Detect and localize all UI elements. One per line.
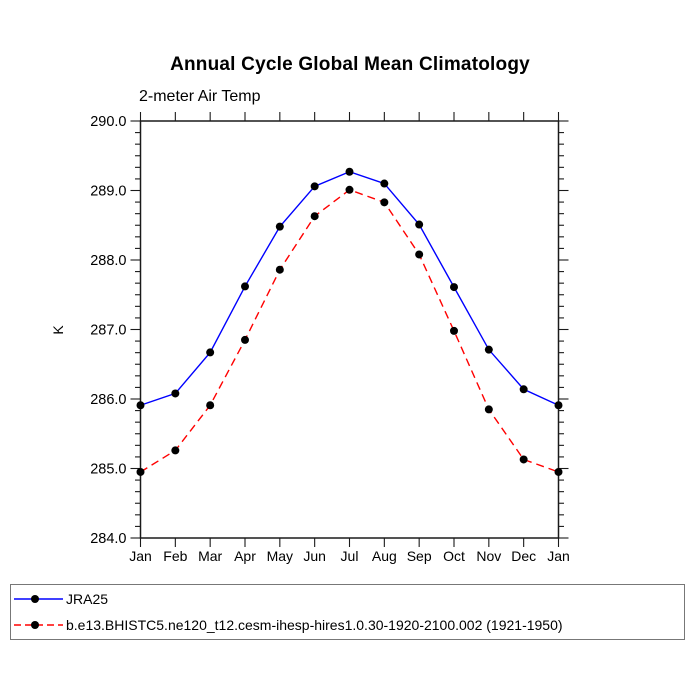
data-point-marker — [345, 167, 354, 176]
data-point-marker — [206, 401, 215, 410]
x-tick-label: Oct — [443, 548, 465, 564]
x-tick-label: Apr — [234, 548, 256, 564]
data-point-marker — [206, 348, 215, 357]
legend-marker-dot — [31, 594, 39, 603]
x-tick-label: Aug — [372, 548, 397, 564]
data-point-marker — [345, 185, 354, 194]
legend-line-swatch-solid — [14, 594, 63, 603]
series-line-jra25 — [140, 170, 559, 406]
y-tick-label: 290.0 — [90, 114, 126, 130]
data-point-marker — [310, 212, 319, 221]
x-tick-label: Jan — [547, 548, 570, 564]
x-tick-label: Dec — [511, 548, 536, 564]
data-point-marker — [136, 401, 145, 410]
series-line-model — [140, 189, 559, 473]
y-tick-label: 285.0 — [90, 462, 126, 478]
data-point-marker — [241, 282, 249, 291]
data-point-marker — [484, 405, 493, 414]
x-tick-label: Sep — [407, 548, 432, 564]
data-point-marker — [554, 467, 563, 476]
data-point-marker — [275, 265, 284, 274]
legend-label: JRA25 — [66, 590, 109, 607]
data-point-marker — [241, 335, 249, 344]
data-point-marker — [380, 179, 389, 188]
y-tick-label: 286.0 — [90, 392, 126, 408]
x-tick-label: Jun — [303, 548, 326, 564]
legend-marker-dot — [31, 621, 39, 630]
data-point-marker — [171, 389, 180, 398]
x-tick-label: Jul — [341, 548, 359, 564]
data-point-marker — [275, 222, 284, 231]
x-tick-label: Jan — [129, 548, 152, 564]
data-point-marker — [136, 467, 145, 476]
data-point-marker — [519, 455, 528, 464]
legend-line-swatch-dashed — [14, 621, 63, 630]
data-point-marker — [450, 326, 458, 335]
x-tick-label: Feb — [163, 548, 187, 564]
x-tick-label: Nov — [476, 548, 501, 564]
legend-entry-model: b.e13.BHISTC5.ne120_t12.cesm-ihesp-hires… — [11, 612, 684, 638]
legend-box: JRA25 b.e13.BHISTC5.ne120_t12.cesm-ihesp… — [10, 584, 685, 640]
y-tick-label: 289.0 — [90, 184, 126, 200]
data-point-marker — [415, 220, 424, 229]
data-point-marker — [310, 182, 319, 191]
x-tick-label: Mar — [198, 548, 222, 564]
data-point-marker — [415, 250, 424, 259]
data-point-marker — [554, 401, 563, 410]
y-tick-label: 287.0 — [90, 323, 126, 339]
x-tick-label: May — [267, 548, 293, 564]
data-point-marker — [171, 446, 180, 455]
plot-frame — [139, 120, 560, 539]
data-point-marker — [519, 385, 528, 394]
data-point-marker — [450, 283, 458, 292]
chart-subtitle: 2-meter Air Temp — [139, 88, 261, 105]
legend-entry-jra25: JRA25 — [11, 586, 684, 612]
data-point-marker — [380, 198, 389, 207]
legend-label: b.e13.BHISTC5.ne120_t12.cesm-ihesp-hires… — [66, 617, 563, 634]
chart-title: Annual Cycle Global Mean Climatology — [170, 54, 530, 75]
data-point-marker — [484, 345, 493, 354]
y-tick-label: 288.0 — [90, 253, 126, 269]
y-tick-label: 284.0 — [90, 531, 126, 547]
